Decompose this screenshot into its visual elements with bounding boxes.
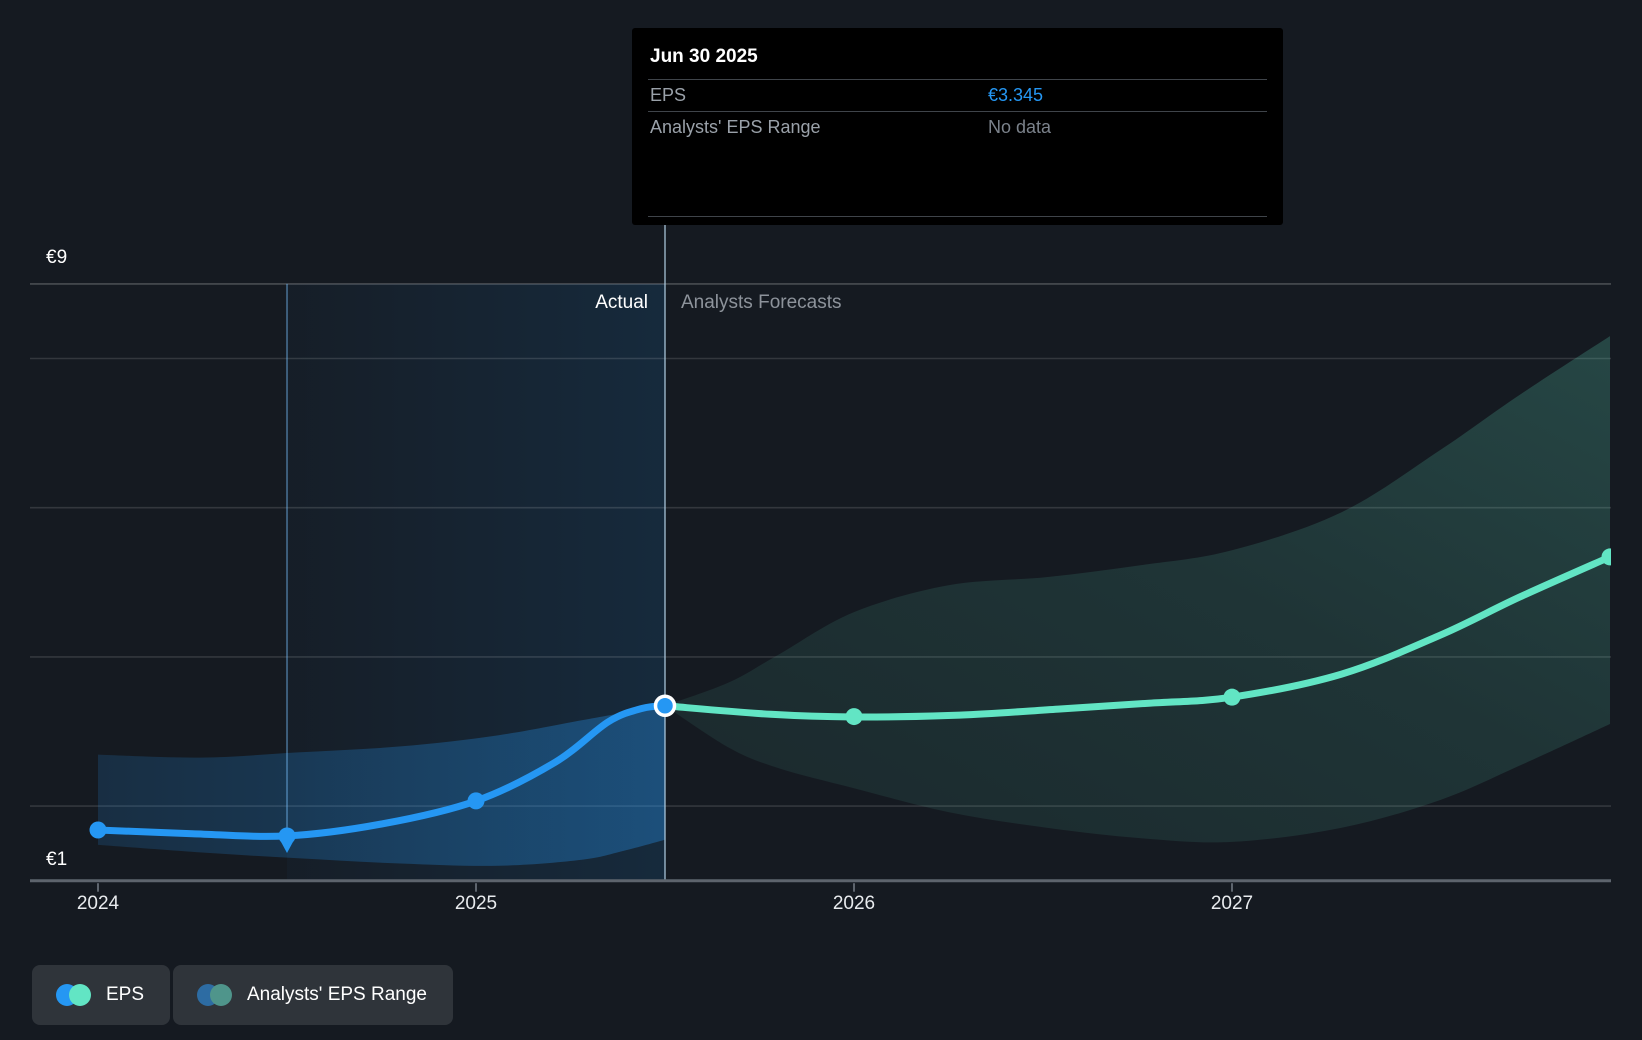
tooltip-date-title: Jun 30 2025 [650, 46, 758, 67]
tooltip-row-eps: EPS €3.345 [632, 80, 1283, 111]
tooltip-eps-value: €3.345 [988, 85, 1044, 105]
legend-eps-label: EPS [106, 984, 145, 1005]
tooltip-divider [648, 216, 1267, 217]
eps-actual-line [94, 702, 669, 840]
forecast-eps-range-band [665, 336, 1610, 843]
eps-teal-dot-icon [69, 984, 91, 1006]
eps-point-forecast[interactable] [845, 708, 863, 726]
chart-tooltip: Jun 30 2025 EPS €3.345 Analysts' EPS Ran… [632, 28, 1283, 225]
eps-point-forecast[interactable] [1601, 548, 1619, 566]
x-tick-label-2024: 2024 [76, 893, 120, 914]
legend-item-eps[interactable]: EPS [32, 965, 171, 1025]
tooltip-eps-label: EPS [650, 85, 687, 105]
eps-point-actual[interactable] [278, 827, 296, 845]
eps-legend-dots-icon [56, 984, 91, 1006]
range-legend-dots-icon [197, 984, 232, 1006]
eps-point-actual[interactable] [467, 792, 485, 810]
actual-section-label: Actual [595, 292, 648, 313]
x-tick-label-2025: 2025 [454, 893, 498, 914]
tooltip-divider [648, 111, 1267, 112]
x-tick-label-2027: 2027 [1210, 893, 1254, 914]
eps-forecast-line [661, 553, 1611, 721]
plot-area [30, 225, 1619, 881]
actual-eps-range-band [98, 705, 665, 866]
tooltip-range-value: No data [988, 117, 1052, 137]
x-tick-label-2026: 2026 [832, 893, 876, 914]
range-teal-dot-icon [210, 984, 232, 1006]
eps-point-actual[interactable] [89, 821, 107, 839]
legend-item-eps-range[interactable]: Analysts' EPS Range [173, 965, 453, 1025]
y-axis-label-max: €9 [46, 247, 68, 268]
y-axis-label-min: €1 [46, 849, 68, 870]
tooltip-range-label: Analysts' EPS Range [650, 117, 821, 137]
tooltip-row-range: Analysts' EPS Range No data [632, 112, 1283, 143]
eps-point-highlighted[interactable] [653, 694, 677, 718]
forecasts-section-label: Analysts Forecasts [681, 292, 842, 313]
eps-point-forecast[interactable] [1223, 688, 1241, 706]
legend-range-label: Analysts' EPS Range [247, 984, 427, 1005]
tooltip-divider [648, 79, 1267, 80]
